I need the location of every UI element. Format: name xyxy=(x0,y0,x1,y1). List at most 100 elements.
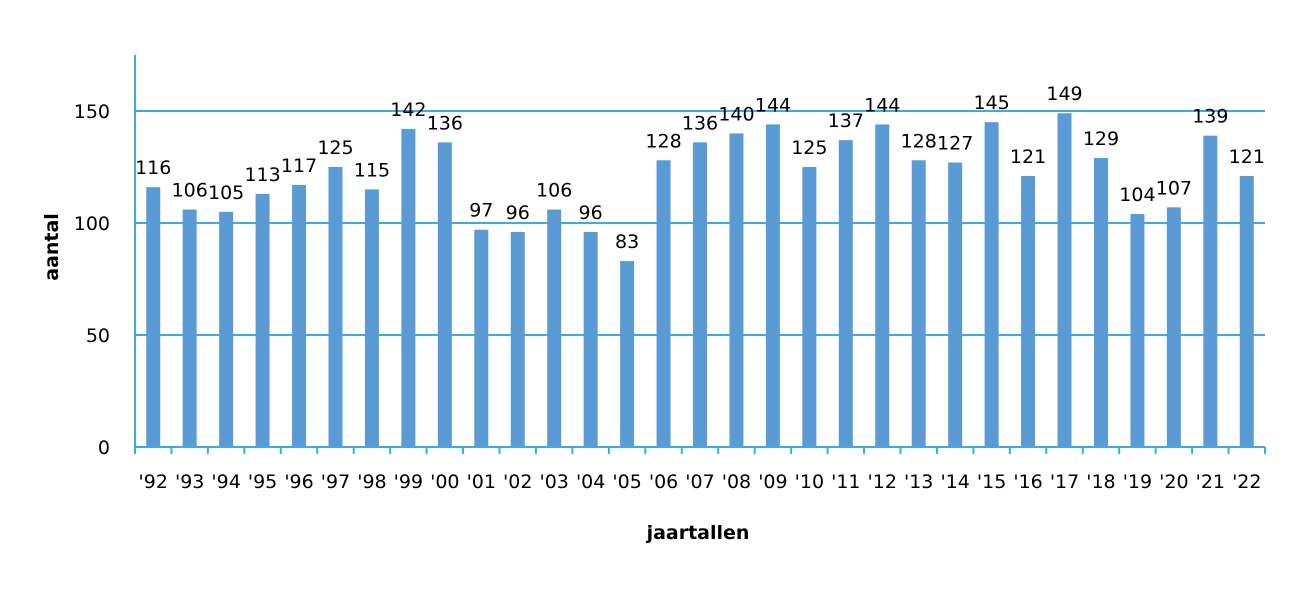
data-label: 115 xyxy=(354,159,390,181)
bar xyxy=(1021,175,1036,447)
x-tick-label: '00 xyxy=(430,471,459,493)
bar xyxy=(620,261,635,447)
data-label: 116 xyxy=(135,157,171,179)
x-tick-label: '17 xyxy=(1050,471,1079,493)
x-tick-label: '20 xyxy=(1159,471,1188,493)
data-label: 127 xyxy=(937,133,973,155)
x-tick-label: '93 xyxy=(175,471,204,493)
bar xyxy=(729,133,744,447)
bar xyxy=(802,167,817,447)
x-tick-label: '98 xyxy=(357,471,386,493)
x-tick-label: '01 xyxy=(467,471,496,493)
x-tick-label: '08 xyxy=(722,471,751,493)
data-label: 121 xyxy=(1010,146,1046,168)
bar xyxy=(255,193,270,447)
data-label: 105 xyxy=(208,182,244,204)
bar xyxy=(364,189,379,447)
bar xyxy=(474,229,489,447)
data-label: 129 xyxy=(1083,128,1119,150)
bar xyxy=(1203,135,1218,447)
data-label: 96 xyxy=(579,202,603,224)
x-tick-label: '09 xyxy=(758,471,787,493)
x-tick-label: '97 xyxy=(321,471,350,493)
bar xyxy=(1239,175,1254,447)
data-label: 136 xyxy=(427,112,463,134)
data-label: 128 xyxy=(901,130,937,152)
data-label: 106 xyxy=(536,180,572,202)
bar xyxy=(182,209,197,447)
data-label: 140 xyxy=(718,103,754,125)
bar xyxy=(292,184,307,448)
bar xyxy=(911,160,926,447)
bar xyxy=(875,124,890,447)
x-tick-label: '04 xyxy=(576,471,605,493)
x-tick-label: '03 xyxy=(539,471,568,493)
data-label: 96 xyxy=(506,202,530,224)
x-tick-labels: '92 '93 '94 '95 '96 '97 '98 '99 '00 '01 '02 '03 '04 '… xyxy=(139,471,1262,493)
x-tick-label: '10 xyxy=(795,471,824,493)
data-label: 106 xyxy=(172,180,208,202)
data-label: 128 xyxy=(645,130,681,152)
y-tick-labels: 0 50 100 150 xyxy=(74,101,110,459)
x-tick-label: '96 xyxy=(284,471,313,493)
bar xyxy=(146,187,161,447)
x-tick-label: '15 xyxy=(977,471,1006,493)
bar xyxy=(984,122,999,447)
bar xyxy=(401,128,416,448)
data-label: 144 xyxy=(864,94,900,116)
x-tick-label: '95 xyxy=(248,471,277,493)
data-label: 107 xyxy=(1156,177,1192,199)
x-tick-label: '18 xyxy=(1086,471,1115,493)
data-label: 149 xyxy=(1046,83,1082,105)
x-tick-label: '06 xyxy=(649,471,678,493)
x-tick-label: '07 xyxy=(685,471,714,493)
data-label: 142 xyxy=(390,99,426,121)
x-tick-label: '13 xyxy=(904,471,933,493)
data-label: 83 xyxy=(615,231,639,253)
data-label: 117 xyxy=(281,155,317,177)
y-tick-label: 100 xyxy=(74,213,110,235)
bar xyxy=(1057,113,1072,448)
bar xyxy=(948,162,963,447)
x-tick-label: '14 xyxy=(940,471,969,493)
data-label: 145 xyxy=(973,92,1009,114)
bar xyxy=(1130,214,1145,447)
x-tick-label: '12 xyxy=(868,471,897,493)
bar xyxy=(510,231,525,447)
bar xyxy=(547,209,562,447)
bar xyxy=(437,142,452,448)
data-label: 144 xyxy=(755,94,791,116)
x-tick-label: '92 xyxy=(139,471,168,493)
bar xyxy=(583,231,598,447)
y-axis-title: aantal xyxy=(41,213,63,281)
bar xyxy=(838,140,853,447)
x-tick-label: '19 xyxy=(1123,471,1152,493)
bar xyxy=(219,211,234,447)
bar xyxy=(656,160,671,447)
data-label: 125 xyxy=(317,137,353,159)
bar xyxy=(1093,158,1108,448)
y-tick-label: 150 xyxy=(74,101,110,123)
y-tick-label: 50 xyxy=(86,325,110,347)
x-tick-label: '02 xyxy=(503,471,532,493)
axes xyxy=(134,55,1266,454)
x-axis-title: jaartallen xyxy=(646,522,750,544)
y-tick-label: 0 xyxy=(98,437,110,459)
data-label: 97 xyxy=(469,200,493,222)
x-tick-label: '94 xyxy=(211,471,240,493)
bar xyxy=(328,167,343,447)
bar xyxy=(765,124,780,447)
x-tick-label: '22 xyxy=(1232,471,1261,493)
data-label: 139 xyxy=(1192,106,1228,128)
bars xyxy=(146,113,1254,448)
x-tick-label: '05 xyxy=(612,471,641,493)
x-tick-label: '99 xyxy=(394,471,423,493)
x-tick-label: '21 xyxy=(1196,471,1225,493)
bar xyxy=(1166,207,1181,447)
x-tick-label: '11 xyxy=(831,471,860,493)
data-label: 104 xyxy=(1119,184,1155,206)
data-label: 125 xyxy=(791,137,827,159)
data-label: 137 xyxy=(828,110,864,132)
